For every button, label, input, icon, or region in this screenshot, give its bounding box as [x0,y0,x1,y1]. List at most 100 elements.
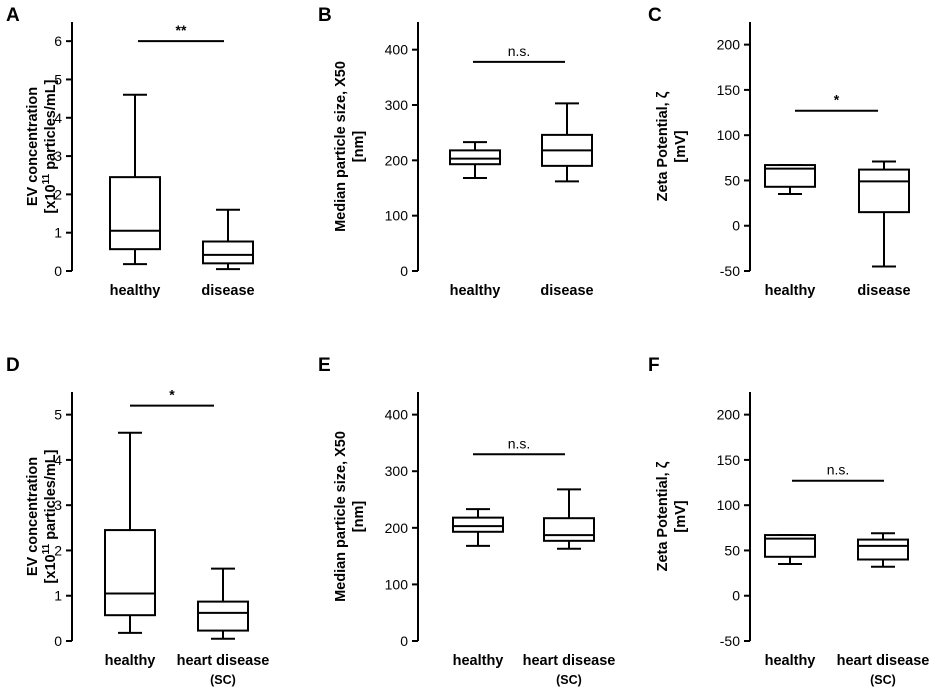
panel-c: C -50 0 50 100 150 200 Zeta Potential, ζ [mV] hea… [648,5,911,299]
y-tick-label: -50 [720,633,740,649]
category-label: disease [540,283,593,299]
y-axis-label-line2: [nm] [351,131,367,163]
y-tick-label: 100 [717,127,741,143]
box-disease [202,208,254,271]
y-axis-label: EV concentration [x1011 particles/mL] [25,449,59,583]
y-tick-label: 150 [717,82,741,98]
y-axis-label-line2: [nm] [351,501,367,533]
y-tick-label: 400 [385,42,409,58]
y-axis-label-line1: Median particle size, X50 [333,61,349,232]
y-tick-label: 2 [54,542,62,558]
y-axis-label-line2-end: particles/mL] [43,449,59,543]
y-tick-label: 0 [732,218,740,234]
y-tick-label: 0 [400,263,408,279]
panel-e: E 0 100 200 300 400 Median particle size, X50[… [318,355,615,687]
y-tick-label: 1 [54,588,62,604]
panel-b: B 0 100 200 300 400 Median particle size, X50[… [318,5,594,299]
y-axis-label-superscript: 11 [41,173,52,184]
y-tick-label: 0 [54,633,62,649]
category-label: heart disease [523,653,616,669]
iqr-box [104,529,156,617]
y-tick-label: 5 [54,407,62,423]
y-tick-label: 100 [717,497,741,513]
y-tick-label: 100 [385,208,409,224]
box-healthy [449,141,501,180]
y-axis-label: Median particle size, X50 [nm] [333,431,367,602]
iqr-box [197,600,249,632]
y-tick-label: 0 [732,588,740,604]
y-tick-label: 150 [717,452,741,468]
panel-a: A 0 1 2 3 4 5 6 EV concentration [x1011 particles… [6,5,255,299]
y-tick-label: 1 [54,225,62,241]
box-heart-disease [197,567,249,640]
y-axis-label: Zeta Potential, ζ [mV] [655,91,689,201]
y-axis-label-line2: [x10 [43,184,59,213]
category-label: heart disease [837,653,930,669]
y-tick-label: 3 [54,497,62,513]
box-heart-disease [543,488,595,550]
panel-d: D 0 1 2 3 4 5 EV concentration [x1011 particles/… [6,355,269,687]
y-axis-label-line1: Median particle size, X50 [333,431,349,602]
significance-label: ** [176,22,187,38]
category-label: healthy [765,653,816,669]
box-heart-disease [857,532,909,568]
iqr-box [764,534,816,558]
box-healthy [764,534,816,566]
y-axis-label-line1: EV concentration [25,87,41,206]
significance-label: n.s. [508,43,531,59]
y-tick-label: 200 [717,407,741,423]
category-sublabel: (SC) [870,673,896,687]
y-tick-label: 4 [54,110,62,126]
significance-label: * [169,387,175,403]
y-axis-label-line2: [x10 [43,554,59,583]
category-label: healthy [450,283,501,299]
category-label: disease [201,283,254,299]
panel-letter: F [648,355,660,376]
category-label: healthy [110,283,161,299]
significance-label: n.s. [508,435,531,451]
y-tick-label: 5 [54,71,62,87]
y-axis-label-line2: [mV] [673,130,689,162]
significance-label: * [834,92,840,108]
box-healthy [452,508,504,547]
significance-label: n.s. [827,462,850,478]
panel-letter: E [318,355,331,376]
y-tick-label: -50 [720,263,740,279]
panel-letter: B [318,5,332,26]
y-tick-label: 300 [385,463,409,479]
box-healthy [764,164,816,196]
category-sublabel: (SC) [210,673,236,687]
y-axis-label: EV concentration [x1011 particles/mL] [25,79,59,213]
iqr-box [452,516,504,533]
iqr-box [449,149,501,166]
y-axis-label-line1: Zeta Potential, ζ [655,461,671,571]
y-tick-label: 6 [54,33,62,49]
y-tick-label: 0 [54,263,62,279]
y-tick-label: 100 [385,576,409,592]
category-label: heart disease [177,653,270,669]
y-axis-label-superscript: 11 [41,543,52,554]
y-axis-label: Zeta Potential, ζ [mV] [655,461,689,571]
category-label: disease [857,283,910,299]
y-tick-label: 3 [54,148,62,164]
y-tick-label: 200 [717,37,741,53]
y-tick-label: 0 [400,633,408,649]
panel-letter: C [648,5,662,26]
y-tick-label: 2 [54,186,62,202]
y-tick-label: 400 [385,407,409,423]
box-healthy [104,431,156,634]
panel-letter: A [6,5,20,26]
y-axis-label-line2-end: particles/mL] [43,79,59,173]
box-healthy [109,93,161,266]
y-tick-label: 4 [54,452,62,468]
y-tick-label: 200 [385,520,409,536]
y-tick-label: 300 [385,97,409,113]
panel-f: F -50 0 50 100 150 200 Zeta Potential, ζ [mV] hea… [648,355,929,687]
iqr-box [109,176,161,251]
box-disease [858,160,910,268]
iqr-box [764,164,816,188]
iqr-box [202,240,254,265]
y-tick-label: 50 [724,172,740,188]
category-sublabel: (SC) [556,673,582,687]
